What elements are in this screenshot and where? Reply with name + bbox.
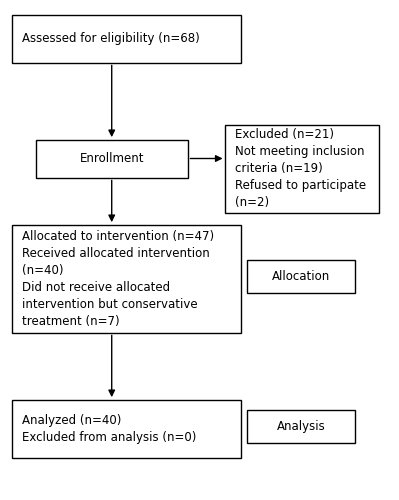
Text: Allocated to intervention (n=47)
Received allocated intervention
(n=40)
Did not : Allocated to intervention (n=47) Receive…: [22, 230, 214, 328]
FancyBboxPatch shape: [247, 410, 355, 442]
FancyBboxPatch shape: [225, 125, 379, 212]
Text: Analyzed (n=40)
Excluded from analysis (n=0): Analyzed (n=40) Excluded from analysis (…: [22, 414, 196, 444]
Text: Analysis: Analysis: [277, 420, 326, 432]
FancyBboxPatch shape: [12, 225, 241, 332]
Text: Excluded (n=21)
Not meeting inclusion
criteria (n=19)
Refused to participate
(n=: Excluded (n=21) Not meeting inclusion cr…: [235, 128, 367, 209]
FancyBboxPatch shape: [12, 15, 241, 62]
Text: Assessed for eligibility (n=68): Assessed for eligibility (n=68): [22, 32, 200, 46]
Text: Allocation: Allocation: [272, 270, 330, 283]
FancyBboxPatch shape: [12, 400, 241, 458]
FancyBboxPatch shape: [36, 140, 188, 177]
Text: Enrollment: Enrollment: [79, 152, 144, 165]
FancyBboxPatch shape: [247, 260, 355, 292]
